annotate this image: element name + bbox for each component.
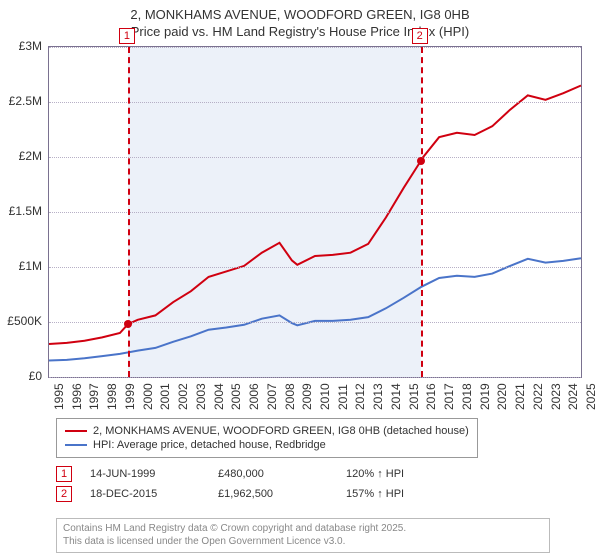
chart-title-line1: 2, MONKHAMS AVENUE, WOODFORD GREEN, IG8 …: [0, 0, 600, 24]
sales-pct: 120% ↑ HPI: [346, 468, 456, 480]
sales-date: 14-JUN-1999: [90, 468, 200, 480]
y-tick-label: £1.5M: [0, 204, 42, 218]
y-tick-label: £500K: [0, 314, 42, 328]
sales-table: 1 14-JUN-1999 £480,000 120% ↑ HPI 2 18-DEC-20…: [56, 462, 456, 506]
sales-row: 2 18-DEC-2015 £1,962,500 157% ↑ HPI: [56, 486, 456, 502]
x-tick-label: 2017: [442, 383, 456, 410]
x-tick-label: 2004: [212, 383, 226, 410]
x-tick-label: 1996: [70, 383, 84, 410]
x-tick-label: 2008: [283, 383, 297, 410]
chart-container: 2, MONKHAMS AVENUE, WOODFORD GREEN, IG8 …: [0, 0, 600, 560]
x-tick-label: 2007: [265, 383, 279, 410]
chart-title-line2: Price paid vs. HM Land Registry's House …: [0, 24, 600, 43]
x-tick-label: 2002: [176, 383, 190, 410]
y-tick-label: £2M: [0, 149, 42, 163]
footer-line1: Contains HM Land Registry data © Crown c…: [63, 523, 543, 536]
x-tick-label: 2006: [247, 383, 261, 410]
sales-badge: 2: [56, 486, 72, 502]
legend-label-hpi: HPI: Average price, detached house, Redb…: [93, 439, 326, 451]
legend-row-price-paid: 2, MONKHAMS AVENUE, WOODFORD GREEN, IG8 …: [65, 425, 469, 437]
x-tick-label: 2012: [353, 383, 367, 410]
x-tick-label: 1998: [105, 383, 119, 410]
x-tick-label: 2023: [549, 383, 563, 410]
x-tick-label: 1999: [123, 383, 137, 410]
marker-badge-1: 1: [119, 28, 135, 44]
x-tick-label: 2024: [566, 383, 580, 410]
x-tick-label: 2019: [478, 383, 492, 410]
x-tick-label: 2015: [407, 383, 421, 410]
x-tick-label: 2022: [531, 383, 545, 410]
y-tick-label: £3M: [0, 39, 42, 53]
x-tick-label: 2025: [584, 383, 598, 410]
legend-swatch-hpi: [65, 444, 87, 446]
x-tick-label: 2000: [141, 383, 155, 410]
y-tick-label: £2.5M: [0, 94, 42, 108]
sales-price: £1,962,500: [218, 488, 328, 500]
footer-line2: This data is licensed under the Open Gov…: [63, 536, 543, 549]
x-tick-label: 2018: [460, 383, 474, 410]
plot-area: [48, 46, 582, 378]
sales-date: 18-DEC-2015: [90, 488, 200, 500]
x-tick-label: 2005: [229, 383, 243, 410]
x-tick-label: 2010: [318, 383, 332, 410]
x-tick-label: 2011: [336, 384, 350, 410]
sales-pct: 157% ↑ HPI: [346, 488, 456, 500]
y-tick-label: £0: [0, 369, 42, 383]
x-tick-label: 2021: [513, 383, 527, 410]
x-tick-label: 2014: [389, 383, 403, 410]
sales-price: £480,000: [218, 468, 328, 480]
legend-label-price-paid: 2, MONKHAMS AVENUE, WOODFORD GREEN, IG8 …: [93, 425, 469, 437]
sale-point: [124, 320, 132, 328]
grid-line: [49, 377, 581, 378]
x-tick-label: 1997: [87, 383, 101, 410]
marker-badge-2: 2: [412, 28, 428, 44]
x-tick-label: 1995: [52, 383, 66, 410]
sales-badge: 1: [56, 466, 72, 482]
x-tick-label: 2001: [158, 383, 172, 410]
legend-row-hpi: HPI: Average price, detached house, Redb…: [65, 439, 469, 451]
y-tick-label: £1M: [0, 259, 42, 273]
x-tick-label: 2009: [300, 383, 314, 410]
marker-line-2: [421, 47, 423, 377]
x-tick-label: 2016: [424, 383, 438, 410]
sale-point: [417, 157, 425, 165]
legend-swatch-price-paid: [65, 430, 87, 432]
legend: 2, MONKHAMS AVENUE, WOODFORD GREEN, IG8 …: [56, 418, 478, 458]
x-tick-label: 2013: [371, 383, 385, 410]
x-tick-label: 2003: [194, 383, 208, 410]
sales-row: 1 14-JUN-1999 £480,000 120% ↑ HPI: [56, 466, 456, 482]
x-tick-label: 2020: [495, 383, 509, 410]
footer: Contains HM Land Registry data © Crown c…: [56, 518, 550, 553]
